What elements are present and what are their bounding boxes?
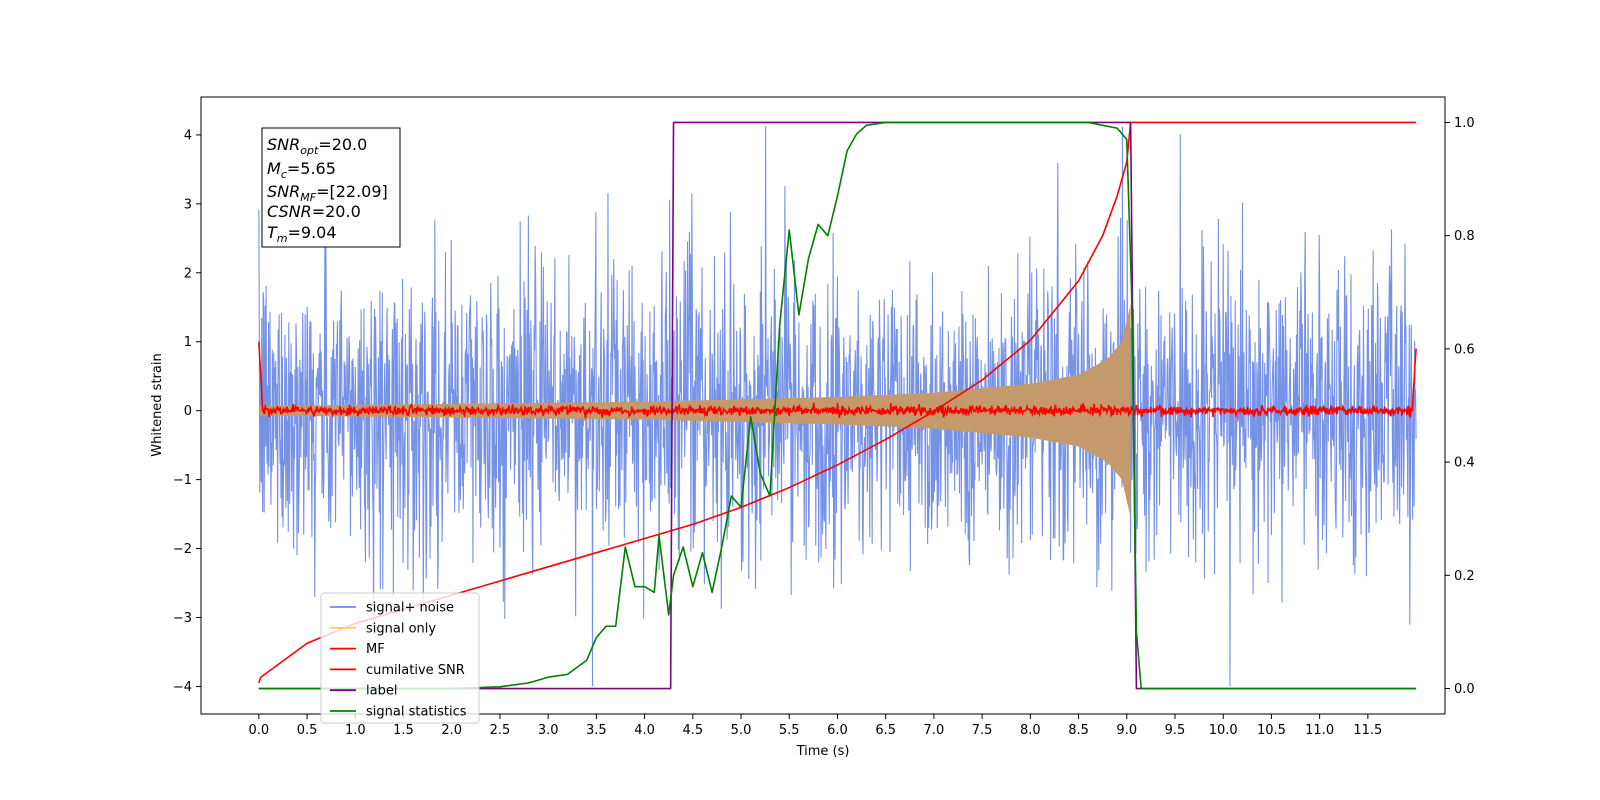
label-line: [258, 121, 1417, 690]
signal-plus-noise-series: [258, 126, 1417, 687]
left-y-tick-label: 4: [184, 128, 192, 143]
x-tick-label: 7.5: [972, 723, 993, 738]
signal-plus-noise-line: [258, 126, 1417, 687]
x-tick-label: 2.5: [490, 723, 511, 738]
x-tick-label: 5.5: [779, 723, 800, 738]
legend-frame: [320, 592, 480, 724]
left-y-tick-label: −3: [173, 611, 192, 626]
x-tick-label: 4.0: [634, 723, 655, 738]
legend-label: signal statistics: [366, 705, 467, 720]
left-y-tick-label: 0: [184, 404, 192, 419]
x-tick-label: 4.5: [682, 723, 703, 738]
x-tick-label: 11.5: [1353, 723, 1382, 738]
x-axis-label: Time (s): [796, 744, 850, 759]
right-y-tick-label: 0.2: [1454, 569, 1475, 584]
x-tick-label: 9.5: [1165, 723, 1186, 738]
x-tick-label: 2.0: [441, 723, 462, 738]
info-tm: Tm=9.04: [267, 223, 337, 245]
x-tick-label: 0.5: [297, 723, 318, 738]
x-tick-label: 8.0: [1020, 723, 1041, 738]
info-csnr: CSNR=20.0: [267, 202, 361, 221]
legend-label: label: [366, 684, 397, 699]
left-y-tick-label: 3: [184, 197, 192, 212]
left-y-tick-label: 2: [184, 266, 192, 281]
legend-items: signal+ noise signal only MF cumilative SNR…: [330, 601, 467, 720]
left-y-tick-label: −4: [173, 680, 192, 695]
left-y-tick-label: −2: [173, 542, 192, 557]
x-tick-label: 7.0: [924, 723, 945, 738]
x-tick-label: 1.5: [393, 723, 414, 738]
x-tick-label: 6.5: [875, 723, 896, 738]
mf-line: [258, 341, 1417, 419]
x-tick-label: 1.0: [345, 723, 366, 738]
mf-series: [258, 341, 1417, 419]
right-y-tick-label: 0.0: [1454, 682, 1475, 697]
info-box: SNRopt=20.0 Mc=5.65 SNRMF=[22.09] CSNR=2…: [261, 127, 401, 248]
x-axis: 0.0 0.5 1.0 1.5 2.0 2.5 3.0 3.5 4.0 4.5 5.0 5.5 6.0 6…: [249, 714, 1382, 738]
info-snr-opt: SNRopt=20.0: [267, 135, 367, 157]
x-tick-label: 0.0: [249, 723, 270, 738]
info-snr-mf: SNRMF=[22.09]: [267, 182, 388, 204]
x-tick-label: 11.0: [1305, 723, 1334, 738]
x-tick-label: 5.0: [731, 723, 752, 738]
legend: signal+ noise signal only MF cumilative SNR…: [320, 592, 480, 724]
right-y-tick-label: 0.4: [1454, 456, 1475, 471]
right-y-tick-label: 0.6: [1454, 342, 1475, 357]
x-tick-label: 10.5: [1257, 723, 1286, 738]
plot-frame: [200, 96, 1446, 715]
info-box-frame: [261, 127, 401, 248]
x-tick-label: 10.0: [1209, 723, 1238, 738]
x-tick-label: 9.0: [1116, 723, 1137, 738]
y-axis-label: Whitened strain: [150, 353, 165, 456]
legend-label: MF: [366, 642, 385, 657]
right-y-tick-label: 1.0: [1454, 116, 1475, 131]
info-mc: Mc=5.65: [267, 159, 336, 181]
x-tick-label: 6.0: [827, 723, 848, 738]
right-y-axis: 0.0 0.2 0.4 0.6 0.8 1.0: [1445, 116, 1475, 697]
left-y-tick-label: 1: [184, 335, 192, 350]
right-y-tick-label: 0.8: [1454, 229, 1475, 244]
x-tick-label: 3.5: [586, 723, 607, 738]
legend-label: signal+ noise: [366, 601, 454, 616]
left-y-axis: −4 −3 −2 −1 0 1 2 3 4: [173, 128, 201, 695]
signal-statistics-line: [258, 121, 1417, 690]
legend-label: signal only: [366, 621, 436, 636]
x-tick-label: 8.5: [1068, 723, 1089, 738]
left-y-tick-label: −1: [173, 473, 192, 488]
legend-label: cumilative SNR: [366, 663, 465, 678]
x-tick-label: 3.0: [538, 723, 559, 738]
